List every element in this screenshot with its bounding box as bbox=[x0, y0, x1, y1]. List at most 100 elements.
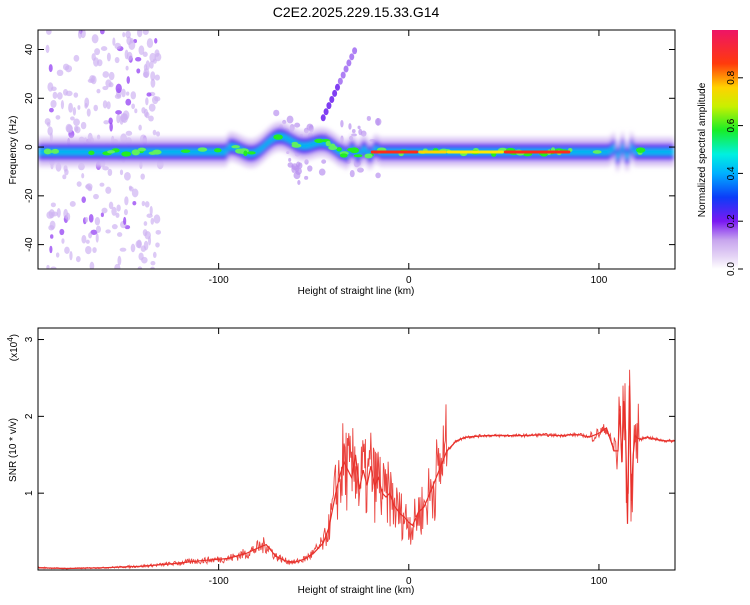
bottom-y-tick-label: 3 bbox=[24, 336, 35, 342]
spectral-streak bbox=[329, 96, 335, 104]
spectral-speckle bbox=[56, 92, 63, 100]
spectral-speckle bbox=[48, 209, 55, 219]
spectral-speckle bbox=[80, 121, 87, 130]
spectral-speckle bbox=[74, 126, 81, 134]
spectral-speckle bbox=[146, 92, 152, 97]
colorbar-gradient bbox=[712, 30, 738, 269]
spectral-speckle bbox=[143, 71, 149, 78]
spectral-speckle bbox=[115, 83, 122, 94]
spectral-speckle bbox=[48, 64, 53, 73]
spectral-speckle bbox=[72, 107, 77, 116]
spectral-speckle bbox=[150, 266, 155, 269]
spectral-speckle bbox=[84, 97, 90, 108]
spectral-speckle bbox=[375, 172, 381, 179]
spectral-speckle bbox=[115, 110, 122, 115]
spectral-speckle bbox=[148, 115, 154, 122]
spectral-speckle bbox=[76, 181, 82, 187]
spectral-speckle bbox=[69, 251, 73, 261]
spectral-speckle bbox=[99, 182, 105, 187]
spectral-speckle bbox=[125, 130, 133, 136]
spectral-speckle bbox=[65, 90, 73, 97]
snr-axes: -100 0 100 1 2 3 bbox=[24, 328, 675, 587]
spectral-speckle bbox=[137, 266, 143, 269]
spectral-peak bbox=[349, 147, 360, 154]
spectral-speckle bbox=[102, 71, 110, 78]
spectral-speckle bbox=[105, 79, 112, 88]
spectral-peak bbox=[291, 141, 299, 146]
spectral-speckle bbox=[94, 48, 101, 56]
spectral-speckle bbox=[358, 128, 363, 136]
spectral-speckle bbox=[102, 85, 109, 91]
spectral-speckle bbox=[143, 240, 149, 251]
spectral-speckle bbox=[55, 252, 60, 258]
spectral-speckle bbox=[145, 97, 149, 106]
spectral-speckle bbox=[132, 200, 137, 206]
spectral-peak bbox=[121, 151, 132, 157]
spectral-speckle bbox=[81, 196, 86, 203]
spectral-speckle bbox=[61, 238, 65, 244]
spectral-speckle bbox=[102, 166, 109, 171]
snr-multiplier-label: (x104) bbox=[6, 334, 20, 361]
bottom-y-axis-label: SNR (10 * v/v) bbox=[8, 418, 19, 482]
spectral-speckle bbox=[122, 31, 126, 38]
spectral-speckle bbox=[131, 103, 135, 110]
spectral-speckle bbox=[136, 68, 141, 74]
spectral-speckle bbox=[304, 175, 309, 180]
colorbar-tick-label: 0.8 bbox=[726, 70, 737, 84]
spectrogram-frame bbox=[37, 29, 676, 270]
colorbar-tick-label: 0.2 bbox=[726, 214, 737, 228]
spectral-speckle bbox=[297, 180, 301, 185]
spectral-speckle bbox=[151, 95, 159, 105]
top-x-tick-label: -100 bbox=[209, 275, 229, 286]
spectral-speckle bbox=[121, 88, 126, 98]
spectral-speckle bbox=[94, 217, 101, 226]
spectral-speckle bbox=[100, 30, 105, 35]
spectral-speckle bbox=[49, 220, 56, 230]
spectral-speckle bbox=[106, 52, 111, 62]
colorbar-ticks: 0.0 0.2 0.4 0.6 0.8 bbox=[726, 70, 743, 276]
spectral-speckle bbox=[114, 42, 122, 50]
spectral-speckle bbox=[130, 243, 136, 253]
spectral-streak bbox=[352, 47, 358, 55]
spectral-speckle bbox=[111, 224, 118, 230]
spectral-streak bbox=[332, 89, 338, 97]
spectral-speckle bbox=[70, 116, 75, 121]
spectral-speckle bbox=[66, 124, 73, 133]
spectral-speckle bbox=[141, 256, 148, 264]
spectral-speckle bbox=[75, 255, 81, 263]
spectral-speckle bbox=[73, 118, 80, 126]
spectrogram-axes: -100 0 100 40 20 0 -20 -40 bbox=[24, 30, 675, 286]
top-y-tick-label: 40 bbox=[24, 44, 35, 56]
spectral-speckle bbox=[148, 103, 156, 112]
spectral-speckle bbox=[119, 169, 124, 176]
spectral-speckle bbox=[123, 171, 131, 181]
top-y-tick-label: -20 bbox=[24, 188, 35, 203]
spectral-speckle bbox=[65, 65, 73, 73]
spectral-speckle bbox=[52, 91, 58, 99]
spectral-speckle bbox=[88, 214, 94, 223]
snr-frame bbox=[37, 327, 676, 571]
spectral-speckle bbox=[150, 78, 156, 88]
spectral-speckle bbox=[154, 38, 158, 44]
spectral-core bbox=[418, 150, 447, 154]
spectral-speckle bbox=[91, 34, 99, 44]
bottom-y-tick-label: 1 bbox=[24, 490, 35, 496]
spectral-speckle bbox=[84, 216, 89, 223]
spectral-speckle bbox=[137, 30, 143, 38]
band-blue bbox=[38, 130, 675, 164]
spectral-peak bbox=[197, 147, 208, 152]
spectral-speckle bbox=[142, 51, 148, 57]
spectral-speckle bbox=[114, 94, 122, 99]
bottom-x-tick-label: 100 bbox=[591, 576, 608, 587]
spectral-speckle bbox=[152, 129, 157, 136]
spectral-speckle bbox=[125, 30, 131, 39]
spectral-speckle bbox=[46, 121, 51, 127]
spectral-speckle bbox=[125, 98, 132, 106]
spectral-speckle bbox=[108, 71, 115, 81]
spectral-speckle bbox=[128, 185, 132, 190]
spectral-speckle bbox=[86, 108, 91, 117]
spectral-speckle bbox=[150, 217, 155, 225]
top-y-tick-label: 0 bbox=[24, 144, 35, 150]
snr-multiplier-close: ) bbox=[9, 334, 20, 337]
